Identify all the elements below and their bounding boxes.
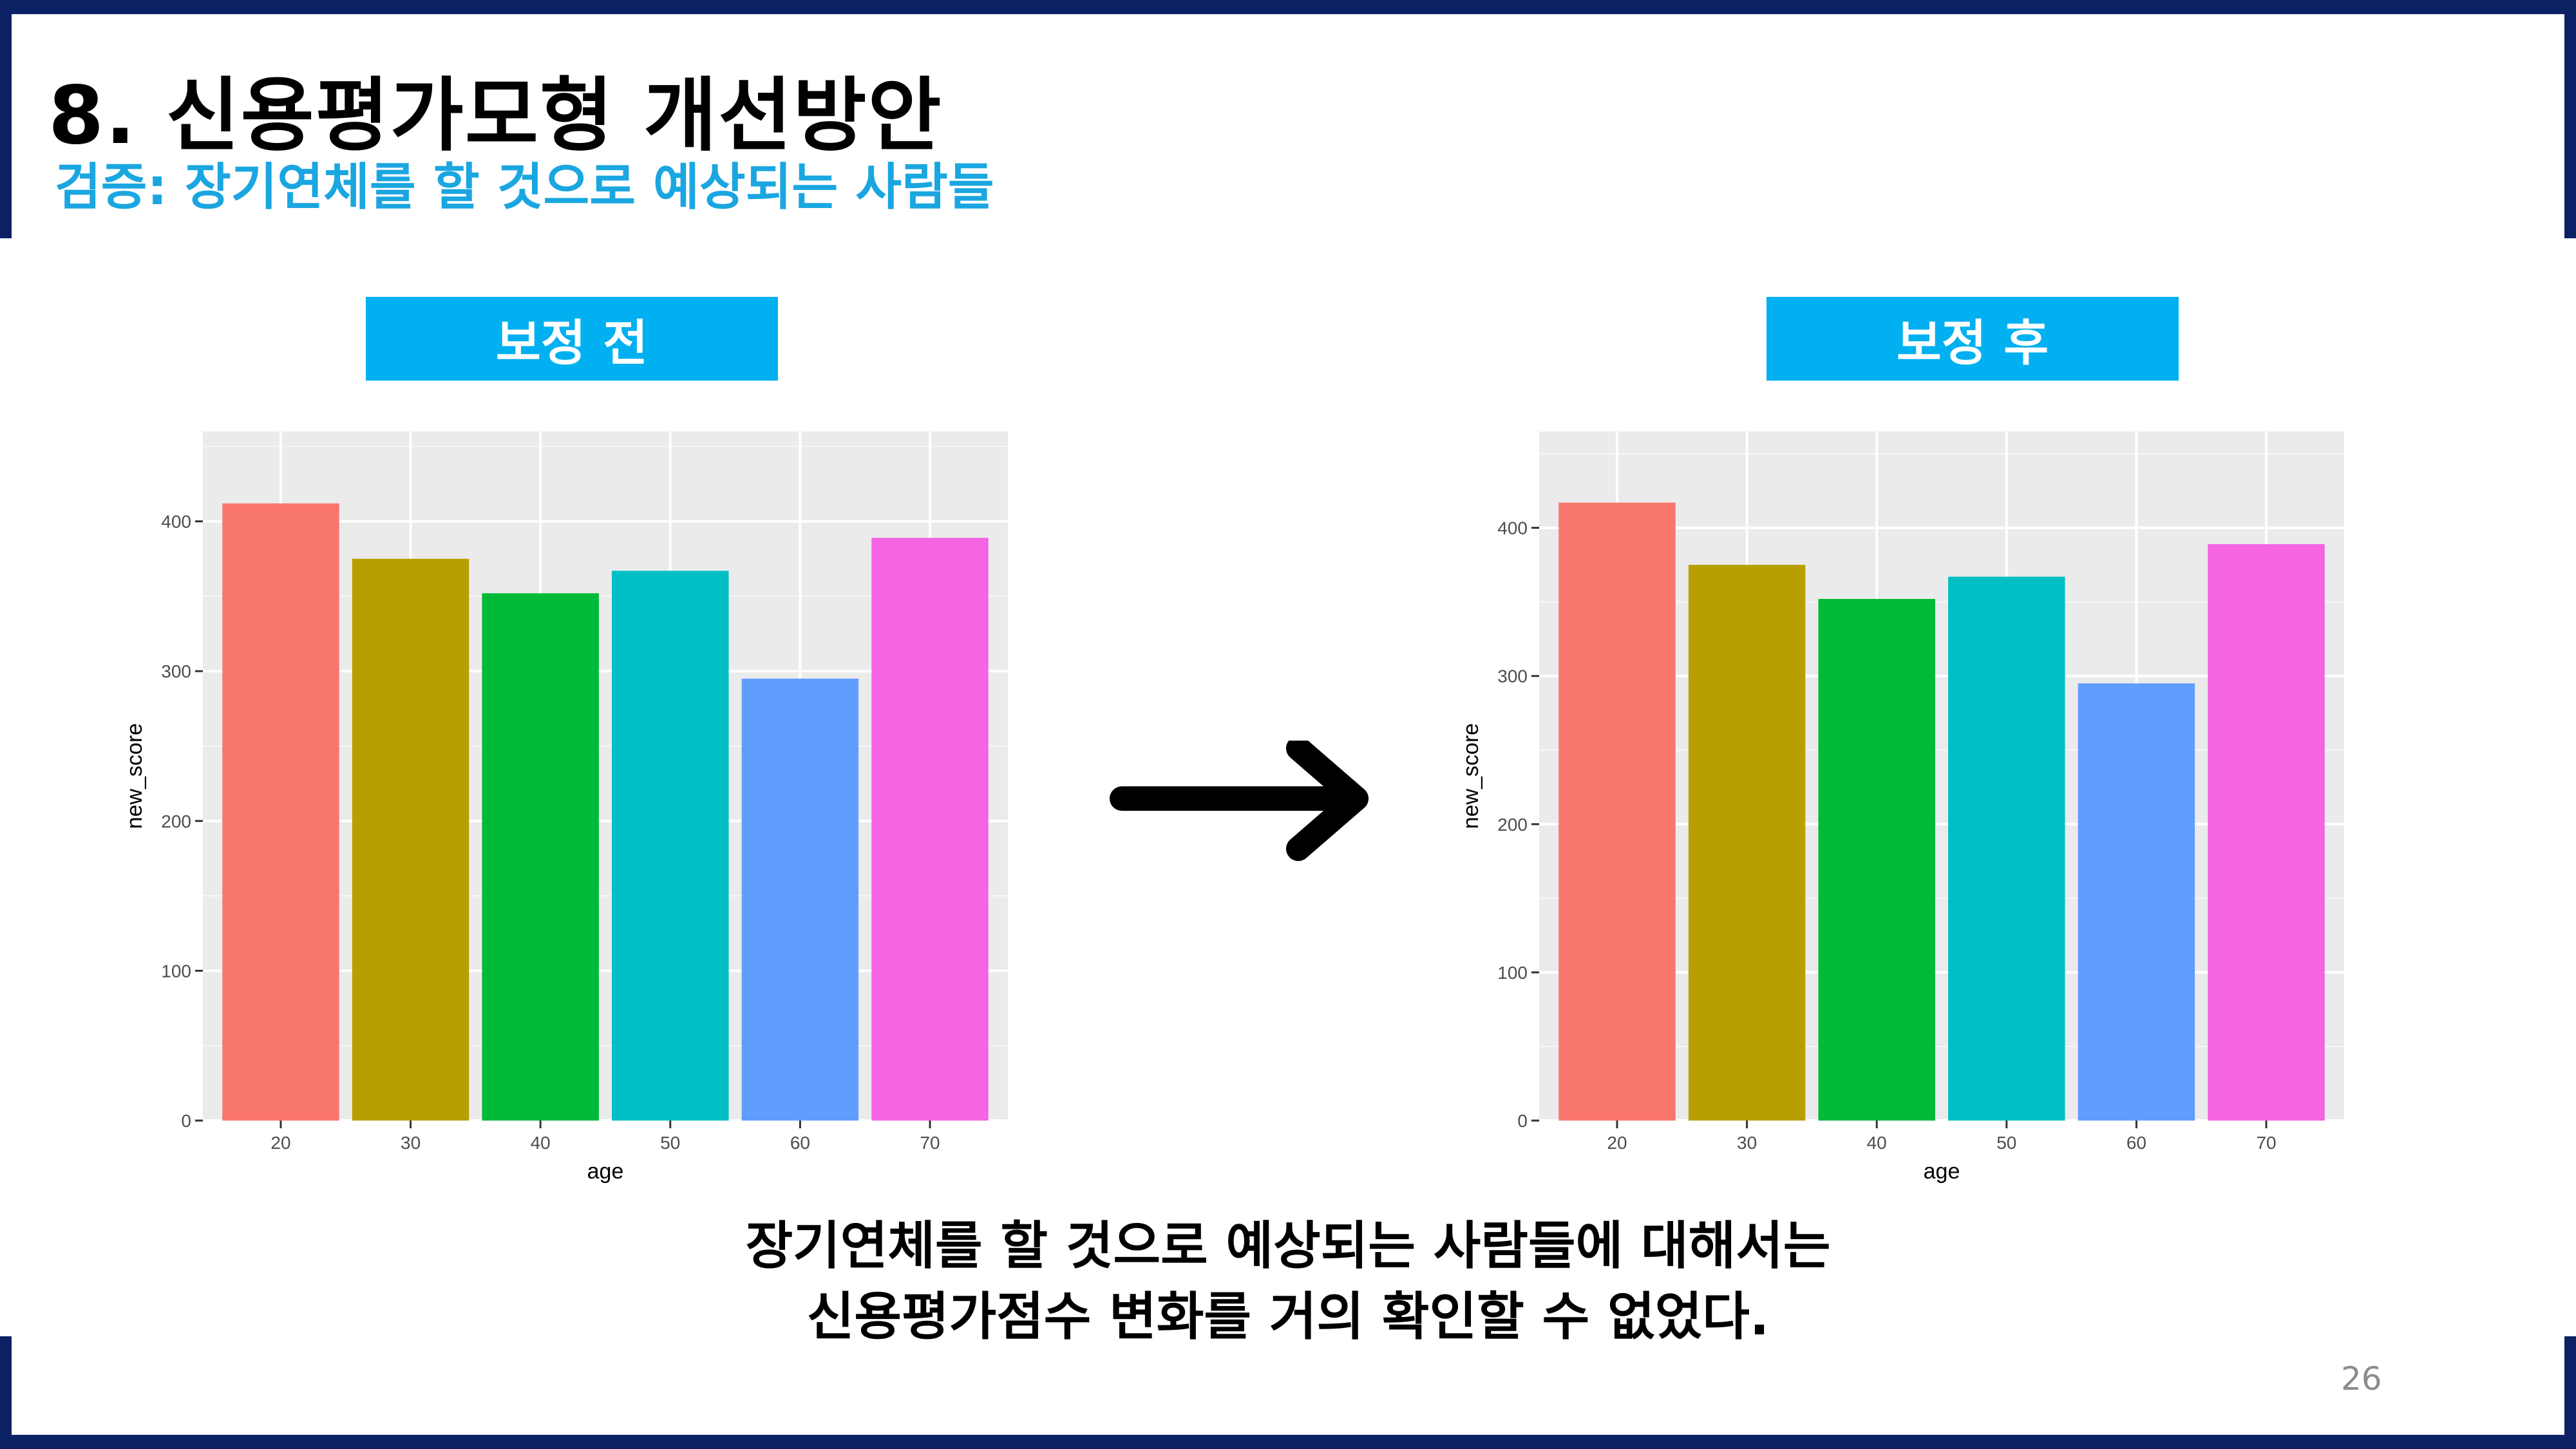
x-tick-label: 30	[1737, 1133, 1757, 1153]
y-tick-label: 200	[1497, 815, 1528, 835]
x-tick-label: 40	[531, 1133, 551, 1153]
before-label: 보정 전	[366, 297, 778, 381]
y-tick-label: 0	[1517, 1111, 1528, 1131]
slide-subtitle: 검증: 장기연체를 할 것으로 예상되는 사람들	[55, 158, 994, 216]
bar-age-60	[2078, 683, 2195, 1121]
bar-age-30	[352, 558, 469, 1121]
x-tick-label: 30	[401, 1133, 421, 1153]
after-label: 보정 후	[1766, 297, 2179, 381]
arrow-right-icon	[1110, 741, 1368, 861]
bar-age-30	[1688, 565, 1806, 1121]
x-tick-label: 20	[270, 1133, 290, 1153]
bar-age-20	[1558, 502, 1676, 1121]
frame-left-upper	[0, 0, 12, 238]
x-tick-label: 70	[2256, 1133, 2276, 1153]
x-tick-label: 50	[660, 1133, 680, 1153]
y-tick-label: 200	[161, 811, 191, 831]
chart-before-correction: 0 100 200 300 400 20 30 40 50 60 70 age new_score	[122, 431, 1008, 1184]
x-tick-label: 70	[920, 1133, 940, 1153]
bar-age-50	[612, 571, 729, 1121]
frame-right-upper	[2564, 0, 2576, 238]
bar-age-40	[482, 593, 599, 1121]
x-axis-title: age	[587, 1159, 624, 1184]
y-axis-title: new_score	[122, 723, 147, 829]
y-tick-label: 100	[1497, 963, 1528, 983]
y-tick-label: 100	[161, 961, 191, 981]
page-number: 26	[2341, 1360, 2382, 1397]
y-tick-label: 300	[1497, 667, 1528, 687]
bar-age-20	[222, 503, 339, 1121]
frame-top-bar	[0, 0, 2576, 14]
bar-age-50	[1948, 576, 2065, 1121]
slide-title: 8. 신용평가모형 개선방안	[48, 70, 943, 162]
chart-after-correction: 0 100 200 300 400 20 30 40 50 60 70 age new_score	[1459, 431, 2344, 1184]
frame-left-lower	[0, 1336, 12, 1449]
bar-age-60	[741, 678, 859, 1121]
y-tick-label: 300	[161, 661, 191, 681]
y-tick-label: 0	[181, 1111, 191, 1131]
x-axis-title: age	[1924, 1159, 1960, 1184]
caption-line-1: 장기연체를 할 것으로 예상되는 사람들에 대해서는	[745, 1216, 1831, 1276]
x-tick-label: 60	[2126, 1133, 2146, 1153]
frame-right-lower	[2564, 1336, 2576, 1449]
bar-age-40	[1818, 599, 1935, 1121]
caption-line-2: 신용평가점수 변화를 거의 확인할 수 없었다.	[806, 1287, 1770, 1347]
y-tick-label: 400	[161, 512, 191, 532]
y-axis-title: new_score	[1459, 723, 1483, 829]
x-tick-label: 20	[1607, 1133, 1627, 1153]
x-tick-label: 50	[1996, 1133, 2016, 1153]
bar-age-70	[2208, 544, 2325, 1121]
bar-age-70	[871, 538, 989, 1121]
x-tick-label: 60	[790, 1133, 810, 1153]
x-tick-label: 40	[1867, 1133, 1887, 1153]
y-tick-label: 400	[1497, 518, 1528, 538]
frame-bottom-bar	[0, 1435, 2576, 1449]
